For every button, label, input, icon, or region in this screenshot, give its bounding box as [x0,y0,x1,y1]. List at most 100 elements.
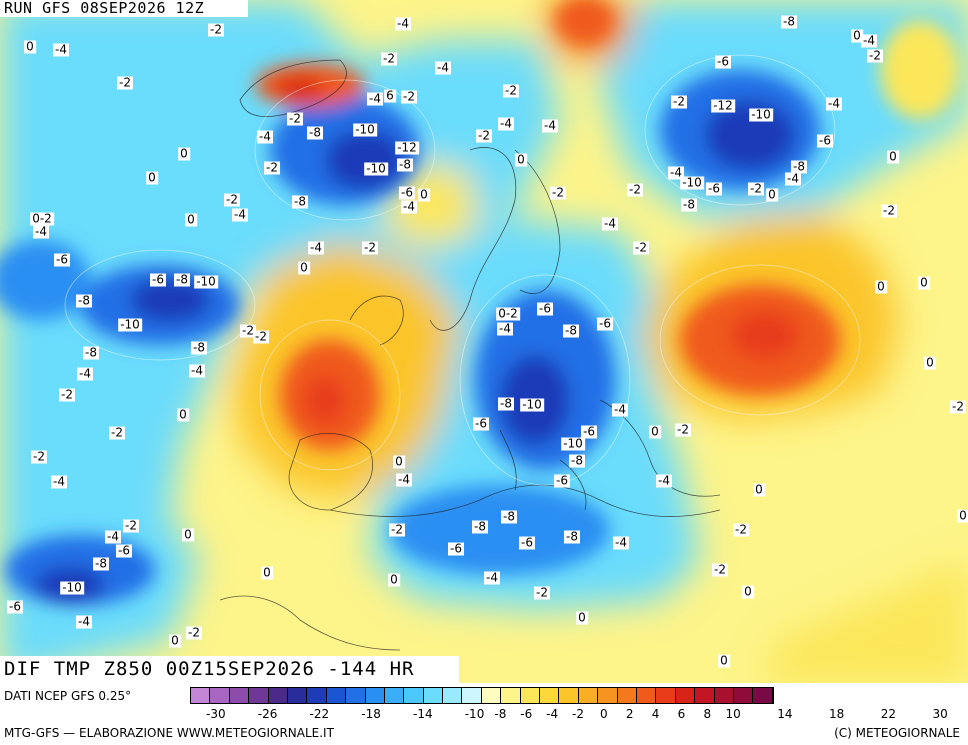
legend-tick-label: 8 [703,707,712,721]
legend-tick-label: -22 [309,707,330,721]
contour-label: 0 [918,275,930,290]
contour-label: -8 [569,453,585,468]
contour-label: -4 [395,16,411,31]
legend-tick-label: 4 [651,707,660,721]
contour-label: 0 [24,39,36,54]
contour-label: -4 [232,207,248,222]
contour-label: 0 [515,152,527,167]
contour-label: -2 [748,181,764,196]
contour-label: 0 [185,212,197,227]
contour-label: -6 [473,416,489,431]
legend-swatch [559,688,579,703]
legend-tick-label: -6 [520,707,533,721]
legend-swatch [268,688,288,703]
legend-swatch [423,688,444,703]
legend-swatch [695,688,715,703]
contour-label: -4 [396,472,412,487]
legend-swatch [365,688,385,703]
contour-label: -10 [194,274,218,289]
contour-label: -2 [675,422,691,437]
contour-label: -2 [31,449,47,464]
contour-label: 0 [146,170,158,185]
contour-label: -4 [861,33,877,48]
legend-swatch [753,688,773,703]
contour-label: -6 [706,181,722,196]
contour-label: -8 [781,14,797,29]
contour-label: 0-2 [30,211,54,226]
legend-swatch [733,688,754,703]
legend-swatch [191,688,211,703]
legend-tick-label: 2 [625,707,634,721]
legend-swatch [346,688,366,703]
contour-label: -2 [208,22,224,37]
contour-label: -4 [257,129,273,144]
legend-tick-label: -8 [494,707,507,721]
contour-label: -4 [484,570,500,585]
contour-label: -6 [715,54,731,69]
legend-tick-label: 6 [677,707,686,721]
contour-label: -6 [597,316,613,331]
contour-label: -4 [77,366,93,381]
contour-label: -6 [554,473,570,488]
contour-label: -6 [150,272,166,287]
contour-label: -6 [519,535,535,550]
contour-label: -6 [54,252,70,267]
contour-label: 0 [261,565,273,580]
contour-label: -4 [435,60,451,75]
contour-label: -4 [613,535,629,550]
contour-label: -10 [520,397,544,412]
contour-label: -2 [867,48,883,63]
contour-label: -12 [395,140,419,155]
contour-label: 0 [875,279,887,294]
contour-label: 0 [766,187,778,202]
contour-label: 0 [957,508,968,523]
color-legend-bar [190,687,774,704]
contour-label: -2 [401,89,417,104]
credit-right: (C) METEOGIORNALE [834,726,960,740]
legend-swatch [404,688,424,703]
legend-swatch [287,688,308,703]
contour-label: -8 [501,509,517,524]
contour-label: -4 [33,224,49,239]
legend-tick-label: -14 [412,707,433,721]
contour-label: -8 [498,396,514,411]
contour-label: 6 [384,88,396,103]
contour-label: -2 [240,323,256,338]
legend-swatch [578,688,599,703]
contour-label: -2 [117,75,133,90]
contour-label: 0 [649,424,661,439]
contour-label: -4 [498,116,514,131]
contour-label: -8 [563,323,579,338]
contour-label: -2 [123,518,139,533]
legend-swatch [462,688,482,703]
contour-label: -4 [76,614,92,629]
contour-label: -4 [51,474,67,489]
legend-tick-label: 0 [600,707,608,721]
contour-label: -2 [389,522,405,537]
temperature-anomaly-map[interactable]: 0 -4 -2 -4 -2 -2 -4 -4 6 -2 -2 -2 -4 -8 -10 -12 -2 -4 -4 0-… [0,0,968,683]
contour-label: -6 [448,541,464,556]
contour-label: -6 [537,301,553,316]
legend-tick-label: 14 [777,707,793,721]
contour-label: 0 [924,355,936,370]
contour-label: 0 [298,260,310,275]
contour-label: -2 [381,51,397,66]
contour-label: 0 [753,482,765,497]
contour-label: 0-2 [496,306,520,321]
contour-label: -12 [711,98,735,113]
legend-tick-label: -2 [572,707,584,721]
contour-label: -6 [581,424,597,439]
contour-label: -4 [308,240,324,255]
contour-label: -8 [791,159,807,174]
map-footer: DATI NCEP GFS 0.25° -30 -26 -22 -18 -14 -10 -8… [0,683,968,745]
contour-label: -10 [561,436,585,451]
legend-tick-label: -26 [257,707,278,721]
contour-label: -8 [93,556,109,571]
legend-swatch [326,688,347,703]
legend-swatch [598,688,618,703]
contour-label: -2 [881,203,897,218]
contour-label: -8 [564,529,580,544]
contour-label: -2 [264,160,280,175]
contour-label: -2 [733,522,749,537]
